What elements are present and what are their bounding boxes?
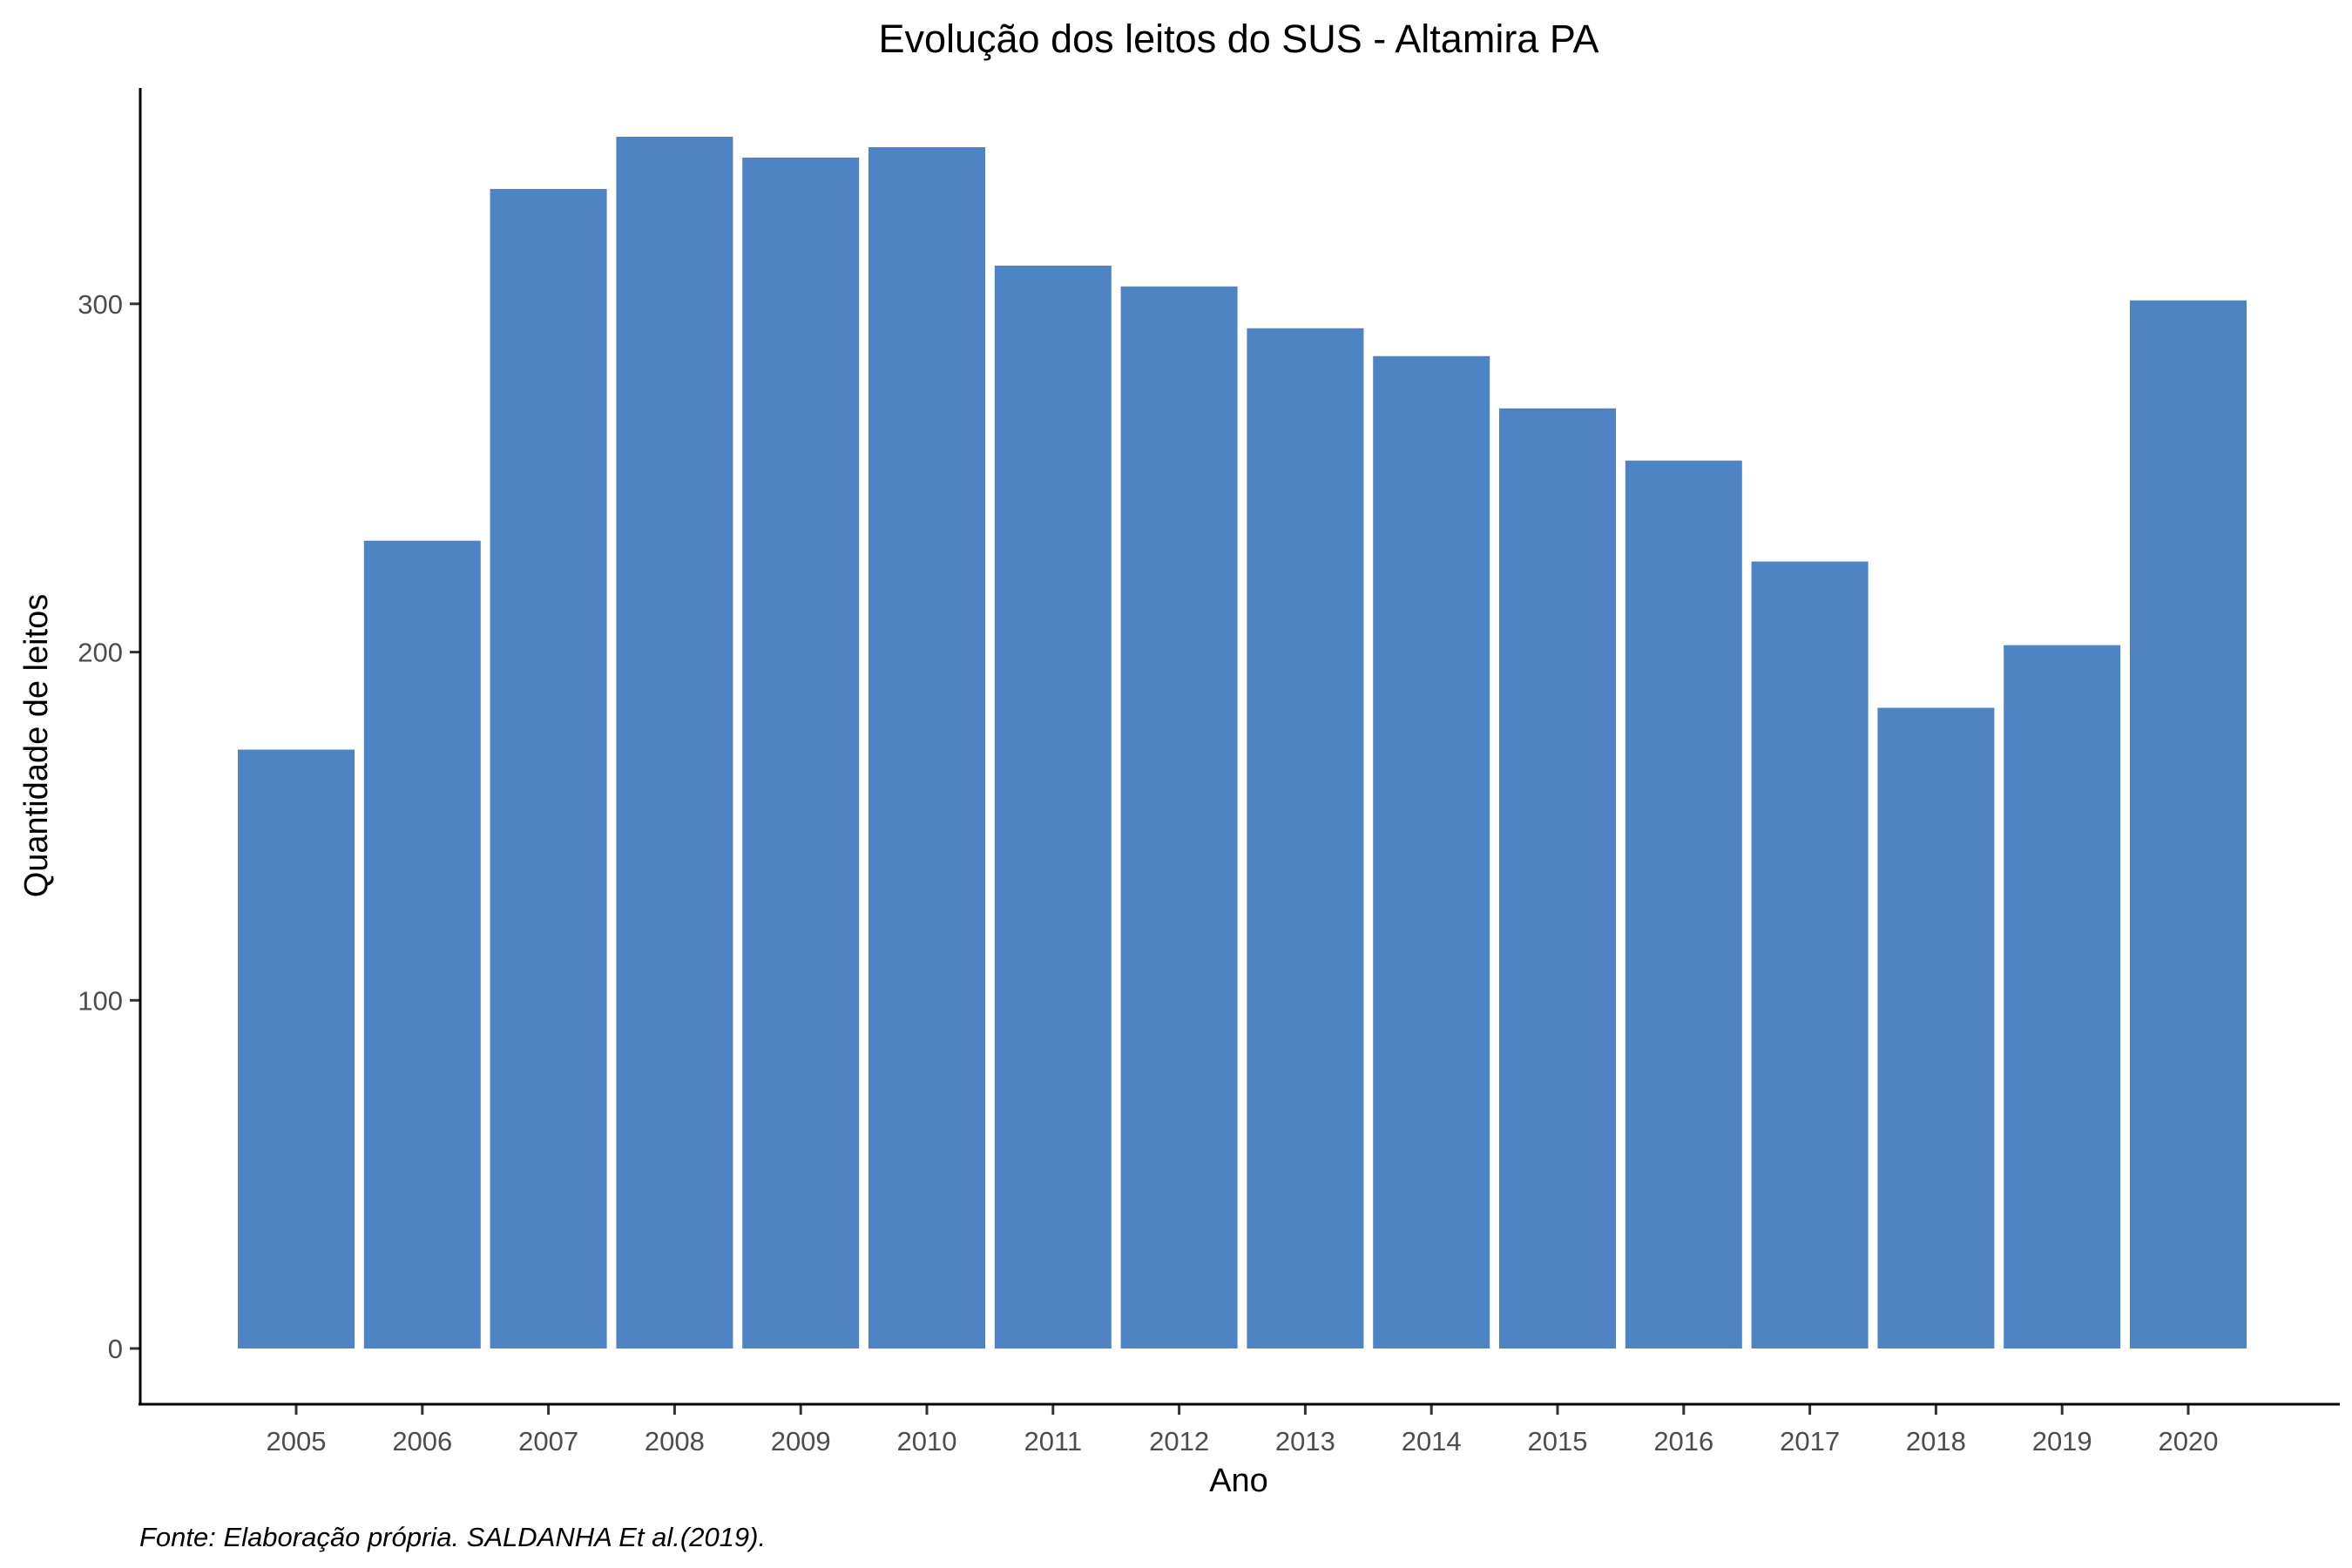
bar-2009 — [742, 157, 860, 1348]
x-tick-label-2011: 2011 — [1024, 1426, 1082, 1456]
x-tick-label-2010: 2010 — [897, 1426, 957, 1456]
bar-2019 — [2004, 645, 2121, 1349]
bar-2011 — [994, 265, 1112, 1349]
x-axis-ticks: 2005 2006 2007 2008 2009 2010 2011 2012 2013 2014… — [267, 1404, 2219, 1456]
bar-2007 — [490, 188, 607, 1348]
x-tick-label-2017: 2017 — [1780, 1426, 1840, 1456]
x-tick-label-2007: 2007 — [518, 1426, 578, 1456]
x-tick-label-2018: 2018 — [1906, 1426, 1966, 1456]
x-tick-label-2020: 2020 — [2159, 1426, 2219, 1456]
y-tick-label: 200 — [78, 638, 123, 668]
y-tick-label: 0 — [108, 1334, 123, 1364]
bars-layer — [238, 137, 2247, 1349]
bar-2006 — [363, 540, 481, 1349]
bar-2010 — [868, 147, 985, 1349]
y-tick-label: 100 — [78, 985, 123, 1016]
bar-2005 — [238, 749, 355, 1348]
bar-2014 — [1373, 355, 1490, 1348]
bar-2016 — [1625, 460, 1742, 1348]
chart-caption: Fonte: Elaboração própria. SALDANHA Et a… — [139, 1522, 766, 1552]
bar-2017 — [1751, 561, 1869, 1348]
x-axis-title: Ano — [1209, 1463, 1268, 1499]
y-tick-label: 300 — [78, 289, 123, 320]
bar-2020 — [2130, 300, 2247, 1348]
x-tick-label-2014: 2014 — [1402, 1426, 1462, 1456]
x-tick-label-2019: 2019 — [2032, 1426, 2092, 1456]
x-tick-label-2016: 2016 — [1653, 1426, 1713, 1456]
x-tick-label-2006: 2006 — [392, 1426, 452, 1456]
x-tick-label-2012: 2012 — [1149, 1426, 1209, 1456]
x-tick-label-2015: 2015 — [1528, 1426, 1588, 1456]
bar-2008 — [616, 137, 733, 1349]
x-tick-label-2013: 2013 — [1275, 1426, 1335, 1456]
bar-2012 — [1120, 286, 1238, 1348]
bar-2018 — [1877, 707, 1995, 1348]
x-tick-label-2009: 2009 — [771, 1426, 831, 1456]
y-axis-title: Quantidade de leitos — [18, 594, 55, 898]
bar-2015 — [1499, 408, 1616, 1349]
x-tick-label-2008: 2008 — [645, 1426, 705, 1456]
bar-2013 — [1247, 328, 1364, 1348]
chart-title: Evolução dos leitos do SUS - Altamira PA — [878, 17, 1598, 61]
x-tick-label-2005: 2005 — [267, 1426, 327, 1456]
y-axis-ticks: 0 100 200 300 — [78, 289, 140, 1364]
